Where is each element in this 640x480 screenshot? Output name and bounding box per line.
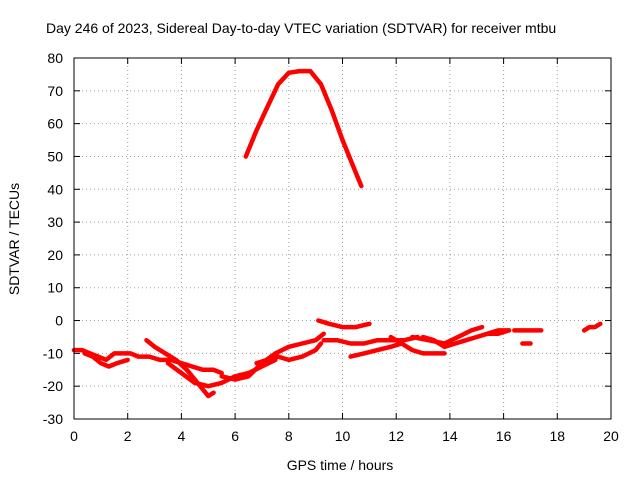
series-line-arc-9 <box>321 334 420 346</box>
y-tick-label: 50 <box>47 148 63 164</box>
x-tick-label: 6 <box>231 428 239 444</box>
x-tick-label: 0 <box>70 428 78 444</box>
axis-ticks: 0 2 4 6 8 10 12 14 16 18 20 -30 -20 -10 0 10 20 30 40 50 60 7… <box>43 50 619 444</box>
y-tick-label: 30 <box>47 214 63 230</box>
y-tick-label: -10 <box>43 345 63 361</box>
y-tick-label: 60 <box>47 116 63 132</box>
x-tick-label: 20 <box>603 428 619 444</box>
series-line-arc-2 <box>82 351 130 369</box>
x-tick-label: 4 <box>178 428 186 444</box>
x-tick-label: 12 <box>388 428 404 444</box>
x-tick-label: 2 <box>124 428 132 444</box>
grid <box>74 58 611 419</box>
x-tick-label: 18 <box>550 428 566 444</box>
series-line-arc-8 <box>316 318 372 330</box>
y-tick-label: -30 <box>43 411 63 427</box>
series-line-arc-11 <box>388 334 447 356</box>
x-tick-label: 8 <box>285 428 293 444</box>
series-line-arc-5 <box>219 331 326 382</box>
series-line-arc-1 <box>71 347 224 376</box>
series-line-arc-17 <box>581 321 603 333</box>
y-tick-label: 40 <box>47 181 63 197</box>
series-line-arc-6 <box>254 341 324 366</box>
series-line-arc-3 <box>144 337 216 399</box>
x-tick-label: 16 <box>496 428 512 444</box>
chart-title: Day 246 of 2023, Sidereal Day-to-day VTE… <box>46 20 556 36</box>
y-tick-label: 0 <box>55 313 63 329</box>
y-tick-label: -20 <box>43 378 63 394</box>
series-line-arc-14 <box>485 328 512 336</box>
data-series <box>71 68 603 399</box>
y-tick-label: 10 <box>47 280 63 296</box>
series-line-arc-7 <box>243 68 364 189</box>
x-tick-label: 14 <box>442 428 458 444</box>
y-tick-label: 20 <box>47 247 63 263</box>
y-tick-label: 80 <box>47 50 63 66</box>
x-tick-label: 10 <box>335 428 351 444</box>
series-line-arc-10 <box>348 341 404 359</box>
y-axis-title: SDTVAR / TECUs <box>6 183 22 295</box>
x-axis-title: GPS time / hours <box>287 457 394 473</box>
y-tick-label: 70 <box>47 83 63 99</box>
